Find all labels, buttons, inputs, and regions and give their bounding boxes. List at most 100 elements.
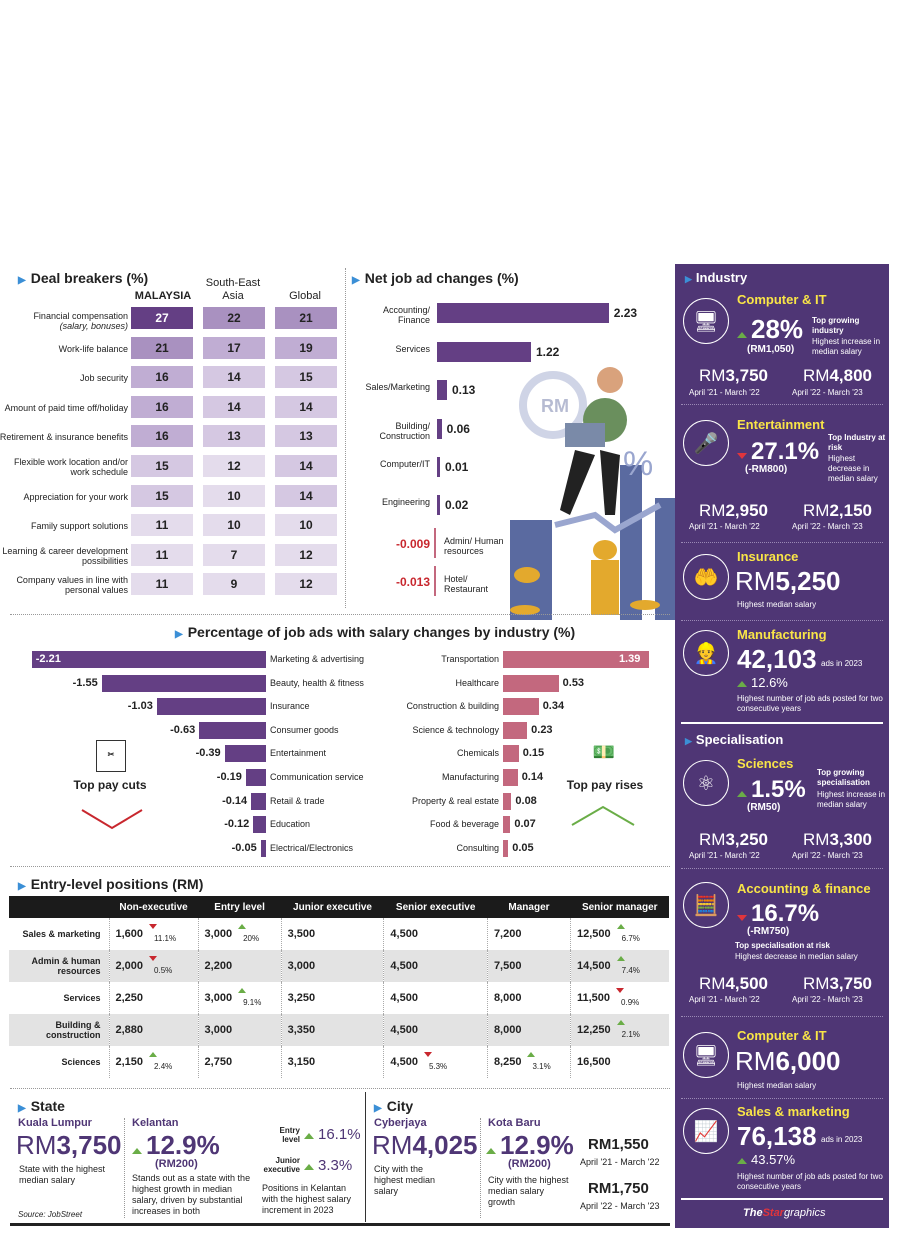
period-a: April '21 - March '22 — [689, 995, 760, 1004]
deal-breaker-row: Work-life balance 21 17 19 — [0, 336, 340, 361]
period-a: April '21 - March '22 — [689, 388, 760, 397]
pct-rise-value: 0.23 — [531, 723, 553, 736]
sci-desc2: Highest increase in median salary — [817, 790, 886, 809]
cell-value: 12,250 — [577, 1024, 611, 1036]
kota-baru-pct: 12.9% — [486, 1130, 574, 1161]
kl-desc: State with the highest median salary — [19, 1164, 106, 1185]
pct-cut-value: -0.39 — [195, 747, 221, 760]
pct-rise-label: Food & beverage — [429, 819, 499, 830]
svg-text:%: % — [623, 445, 653, 483]
period-a: April '21 - March '22 — [689, 851, 760, 860]
illustration-graphic: RM % — [510, 367, 675, 620]
table-cell: 7,500 — [486, 950, 571, 982]
ent-title: Entertainment — [737, 417, 825, 432]
deal-breaker-value: 14 — [275, 395, 337, 418]
table-cell: 8,250 3.1% — [486, 1046, 571, 1078]
period-b: April '22 - March '23 — [792, 522, 863, 531]
cell-value: 3,000 — [204, 928, 233, 940]
table-cell: 4,500 5.3% — [383, 1046, 488, 1078]
kota-baru-label: Kota Baru — [488, 1117, 541, 1129]
deal-breaker-row: Amount of paid time off/holiday 16 14 14 — [0, 395, 340, 420]
deal-breaker-value: 11 — [131, 573, 193, 596]
pct-rise-label: Property & real estate — [411, 795, 499, 806]
cit-pct: 28% — [737, 314, 803, 345]
table-cell: 2,750 — [197, 1046, 282, 1078]
pct-rise-label: Chemicals — [456, 748, 499, 759]
table-row: Services 2,250 3,000 9.1% 3,250 4,500 8,000 11,… — [9, 982, 669, 1014]
deal-breaker-value: 10 — [203, 484, 265, 507]
deal-breaker-label: Financial compensation (salary, bonuses) — [0, 307, 128, 331]
deal-breaker-value: 21 — [275, 307, 337, 329]
deal-breaker-value: 14 — [275, 455, 337, 477]
table-row: Sales & marketing 1,600 11.1% 3,000 20% 3,500… — [9, 918, 669, 950]
net-job-value: 0.02 — [445, 498, 469, 512]
pct-rise-value: 0.34 — [542, 700, 565, 713]
pct-cut-bar — [224, 745, 266, 763]
cell-value: 2,000 — [115, 960, 144, 972]
row-label: Building & construction — [9, 1014, 109, 1046]
deal-breaker-value: 12 — [275, 543, 337, 566]
cell-value: 12,500 — [577, 928, 611, 940]
pct-rise-bar — [503, 651, 649, 668]
net-job-bar — [434, 566, 436, 596]
man-desc: Highest number of job ads posted for two… — [737, 694, 883, 713]
junior-exec-pct: 3.3% — [304, 1157, 352, 1174]
deal-breaker-row: Retirement & insurance benefits 16 13 13 — [0, 425, 340, 449]
cell-change: 0.9% — [621, 998, 640, 1007]
table-cell: 3,000 — [280, 950, 384, 982]
cell-value: 8,000 — [493, 992, 522, 1004]
pct-rise-value: 0.05 — [512, 841, 534, 854]
acc-desc2: Highest decrease in median salary — [735, 952, 858, 961]
city-title: ▶ City — [374, 1098, 414, 1114]
table-cell: 2,200 — [197, 950, 282, 982]
cit2-title: Computer & IT — [737, 1028, 827, 1043]
kelantan-rm: (RM200) — [155, 1158, 198, 1170]
cell-value: 4,500 — [390, 1024, 418, 1036]
cit2-desc: Highest median salary — [737, 1081, 817, 1090]
table-cell: 3,150 — [280, 1046, 384, 1078]
cell-change: 0.5% — [154, 966, 173, 975]
deal-breaker-label-text: Learning & career development possibilit… — [2, 545, 128, 566]
row-label: Admin & human resources — [9, 950, 109, 982]
cell-value: 3,500 — [287, 928, 316, 940]
table-cell: 14,500 7.4% — [570, 950, 669, 982]
pct-cut-value: -1.55 — [72, 676, 98, 689]
growth-chart-icon: 📈 — [683, 1108, 729, 1154]
pct-rise-label: Construction & building — [406, 701, 499, 712]
cit2-salary: RM6,000 — [735, 1046, 841, 1076]
net-job-bar — [434, 528, 436, 558]
cell-value: 3,000 — [287, 960, 316, 972]
cell-value: 2,750 — [204, 1056, 233, 1068]
deal-breaker-value: 15 — [131, 455, 193, 477]
deal-breaker-label-text: Company values in line with personal val… — [16, 575, 128, 596]
deal-breaker-label-text: Job security — [79, 373, 128, 384]
cell-value: 2,250 — [115, 992, 144, 1004]
table-header: Manager — [487, 896, 571, 918]
deal-breaker-sublabel: (salary, bonuses) — [59, 321, 128, 331]
table-header: Senior manager — [570, 896, 669, 918]
cell-change: 9.1% — [243, 998, 262, 1007]
cell-value: 3,250 — [287, 992, 316, 1004]
cell-change: 2.4% — [154, 1062, 173, 1071]
deal-breaker-value: 11 — [131, 514, 193, 537]
pct-cut-bar — [260, 839, 266, 857]
row-label: Services — [63, 993, 101, 1003]
atom-icon: ⚛ — [683, 760, 729, 806]
cell-value: 4,500 — [390, 1056, 418, 1068]
sci-title: Sciences — [737, 756, 794, 771]
kb-period-b: April '22 - March '23 — [580, 1201, 660, 1211]
table-header: Senior executive — [383, 896, 488, 918]
table-header: Junior executive — [281, 896, 384, 918]
pct-cut-label: Communication service — [270, 772, 364, 782]
pct-cut-bar — [251, 792, 266, 810]
cell-value: 16,500 — [577, 1056, 611, 1068]
ins-desc: Highest median salary — [737, 600, 817, 609]
cit-salary-a: RM3,750 — [699, 366, 768, 385]
deal-breaker-value: 14 — [275, 484, 337, 507]
period-b: April '22 - March '23 — [792, 388, 863, 397]
pct-rise-value: 0.14 — [521, 771, 544, 783]
deal-breaker-value: 10 — [275, 514, 337, 537]
state-title: ▶ State — [18, 1098, 65, 1114]
cell-value: 7,200 — [493, 928, 522, 940]
entry-title: ▶ Entry-level positions (RM) — [18, 876, 204, 892]
